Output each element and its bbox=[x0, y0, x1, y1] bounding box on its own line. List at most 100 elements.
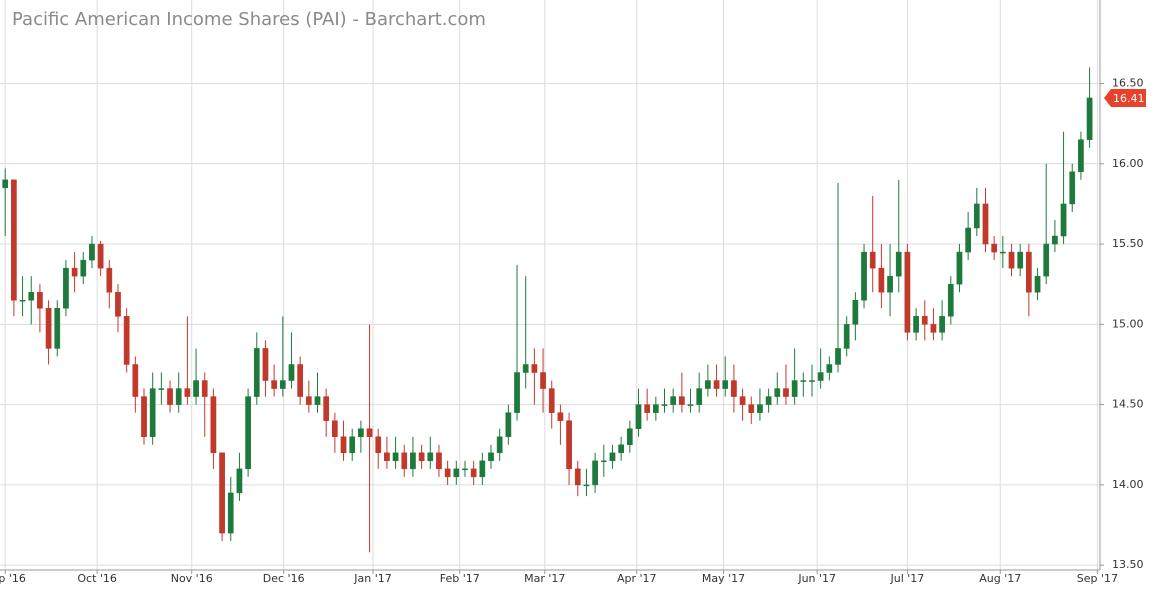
candle-body bbox=[861, 251, 867, 301]
candle-body bbox=[470, 468, 477, 478]
candle-body bbox=[236, 468, 243, 494]
candle-body bbox=[11, 179, 17, 301]
candle-body bbox=[696, 388, 703, 405]
candle-body bbox=[314, 396, 321, 405]
candle-body bbox=[462, 468, 468, 471]
candle-body bbox=[444, 468, 451, 478]
candle-body bbox=[123, 316, 130, 365]
candle-body bbox=[63, 267, 69, 309]
candle-body bbox=[713, 380, 720, 389]
candle-body bbox=[2, 179, 9, 189]
last-price-label: 16.41 bbox=[1113, 92, 1145, 105]
x-tick-label: Aug '17 bbox=[979, 572, 1021, 585]
candle-body bbox=[557, 412, 564, 421]
candle-body bbox=[1026, 251, 1032, 293]
candle-body bbox=[436, 452, 442, 470]
candle-body bbox=[245, 396, 251, 470]
candle-body bbox=[540, 372, 546, 389]
candle-body bbox=[748, 404, 755, 413]
candle-body bbox=[644, 404, 651, 413]
x-tick-label: Nov '16 bbox=[171, 572, 213, 585]
candle-body bbox=[71, 267, 78, 277]
candle-body bbox=[201, 380, 208, 397]
candle-body bbox=[661, 404, 668, 406]
candle-body bbox=[115, 291, 121, 317]
x-tick-label: Oct '16 bbox=[77, 572, 117, 585]
candle-body bbox=[574, 468, 581, 486]
candle-body bbox=[973, 203, 980, 229]
candle-body bbox=[375, 436, 382, 454]
candle-body bbox=[384, 452, 390, 462]
candle-body bbox=[765, 396, 772, 405]
candle-body bbox=[253, 348, 260, 397]
y-tick-label: 16.00 bbox=[1112, 157, 1144, 170]
candle-body bbox=[817, 372, 824, 381]
candle-body bbox=[1034, 275, 1041, 293]
candle-body bbox=[679, 396, 685, 405]
candle-body bbox=[1052, 235, 1058, 245]
candle-body bbox=[418, 452, 425, 462]
candle-body bbox=[791, 380, 798, 397]
candle-body bbox=[947, 283, 954, 317]
candle-body bbox=[332, 420, 338, 437]
candle-body bbox=[496, 436, 503, 454]
candle-body bbox=[54, 308, 61, 349]
candle-body bbox=[1086, 97, 1093, 140]
candle-body bbox=[731, 380, 737, 397]
candle-body bbox=[1069, 171, 1076, 205]
x-tick-label: Sep '17 bbox=[1077, 572, 1118, 585]
candle-body bbox=[184, 388, 191, 397]
candle-body bbox=[783, 388, 789, 397]
y-tick-label: 16.50 bbox=[1112, 76, 1144, 89]
candle-body bbox=[392, 452, 399, 462]
candle-body bbox=[149, 388, 156, 437]
y-tick-label: 15.50 bbox=[1112, 237, 1144, 250]
last-price-flag bbox=[1104, 88, 1146, 107]
candle-body bbox=[158, 388, 165, 390]
candle-body bbox=[843, 324, 850, 349]
candle-body bbox=[809, 380, 815, 382]
candle-body bbox=[592, 460, 598, 486]
candle-body bbox=[271, 380, 277, 389]
candle-body bbox=[227, 492, 234, 534]
candle-body bbox=[1017, 251, 1024, 269]
candle-body bbox=[505, 412, 512, 437]
candle-body bbox=[522, 364, 529, 373]
candle-body bbox=[1078, 139, 1084, 173]
candle-body bbox=[991, 243, 998, 253]
y-tick-label: 13.50 bbox=[1112, 558, 1144, 571]
candle-body bbox=[349, 436, 356, 454]
candle-body bbox=[583, 484, 590, 487]
candle-body bbox=[279, 380, 286, 389]
candle-body bbox=[427, 452, 434, 462]
candle-body bbox=[869, 251, 876, 269]
x-tick-label: Apr '17 bbox=[617, 572, 657, 585]
x-tick-label: Dec '16 bbox=[263, 572, 305, 585]
candle-body bbox=[340, 436, 347, 454]
candle-body bbox=[1043, 243, 1050, 277]
candles bbox=[2, 67, 1093, 553]
candle-body bbox=[167, 388, 173, 405]
x-tick-label: Mar '17 bbox=[524, 572, 565, 585]
x-tick-label: Feb '17 bbox=[440, 572, 480, 585]
candle-body bbox=[835, 348, 841, 365]
candle-body bbox=[705, 380, 711, 389]
x-tick-label: Jul '17 bbox=[890, 572, 925, 585]
candle-body bbox=[774, 388, 781, 397]
candle-body bbox=[757, 404, 763, 413]
candle-body bbox=[531, 364, 538, 373]
candle-body bbox=[626, 428, 633, 446]
candle-body bbox=[219, 452, 225, 534]
candle-body bbox=[566, 420, 572, 470]
candle-body bbox=[410, 452, 416, 470]
candle-body bbox=[722, 380, 729, 389]
candle-body bbox=[514, 372, 520, 413]
y-tick-label: 14.50 bbox=[1112, 398, 1144, 411]
candle-body bbox=[28, 291, 35, 301]
candle-body bbox=[193, 380, 199, 397]
candle-body bbox=[401, 452, 408, 470]
y-tick-label: 14.00 bbox=[1112, 478, 1144, 491]
candle-body bbox=[80, 259, 87, 277]
candle-body bbox=[479, 460, 486, 478]
